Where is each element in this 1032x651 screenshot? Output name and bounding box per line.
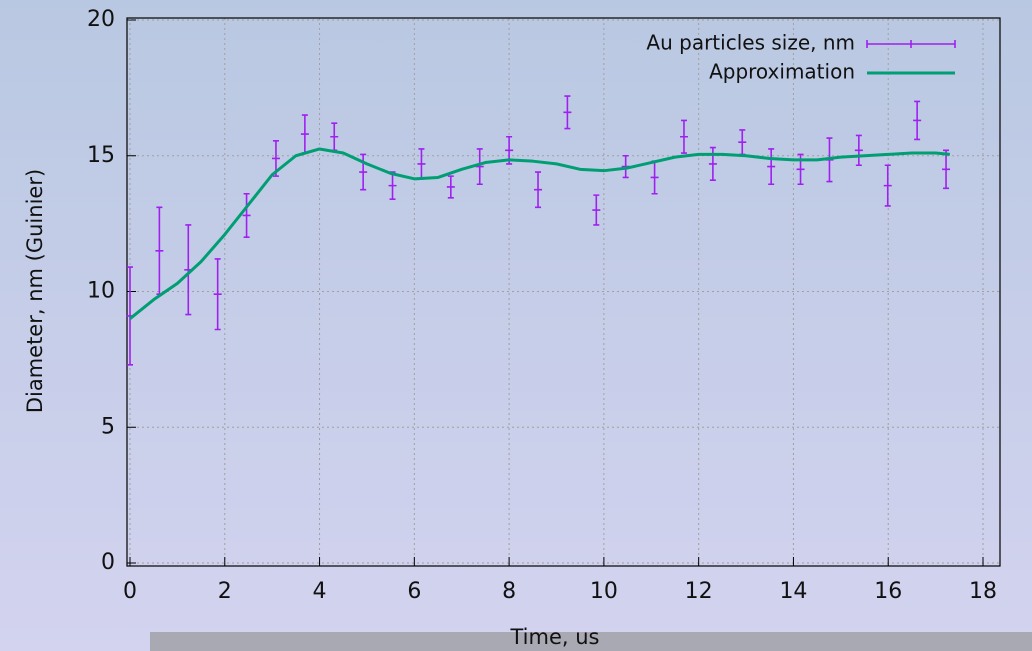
x-tick-label: 4	[313, 579, 327, 604]
error-bar	[155, 206, 164, 296]
error-bar	[271, 140, 280, 177]
legend-swatch	[866, 40, 956, 48]
error-bar	[592, 194, 601, 226]
y-tick-label: 15	[87, 143, 115, 168]
error-bar	[854, 134, 863, 167]
error-bar	[708, 146, 717, 181]
x-tick-label: 14	[779, 579, 807, 604]
x-axis-label: Time, us	[510, 625, 600, 649]
x-tick-label: 12	[685, 579, 713, 604]
error-bar	[796, 153, 805, 186]
y-tick-label: 20	[87, 7, 115, 32]
x-tick-label: 0	[123, 579, 137, 604]
error-bar	[942, 149, 951, 190]
x-tick-label: 18	[969, 579, 997, 604]
error-bar	[359, 153, 368, 191]
error-bar	[300, 114, 309, 154]
error-bar	[242, 192, 251, 238]
error-bar	[475, 148, 484, 186]
error-bar	[767, 148, 776, 186]
error-bar	[126, 266, 134, 366]
error-bar	[738, 129, 747, 156]
y-tick-label: 5	[101, 414, 115, 439]
error-bar	[913, 100, 922, 141]
error-bar	[621, 154, 630, 179]
fit-line	[129, 147, 950, 320]
legend-label: Approximation	[709, 60, 855, 84]
error-bar	[505, 135, 514, 165]
error-bar	[446, 175, 455, 199]
error-bar	[213, 258, 222, 331]
y-tick-label: 10	[87, 279, 115, 304]
y-axis-label: Diameter, nm (Guinier)	[23, 169, 47, 413]
error-bar	[534, 171, 543, 209]
error-bar	[679, 119, 688, 154]
error-bar	[330, 122, 339, 152]
plot-frame	[126, 17, 1001, 567]
x-tick-label: 6	[407, 579, 421, 604]
error-bar	[388, 171, 397, 200]
error-bar	[417, 148, 426, 180]
error-bar	[563, 95, 572, 130]
x-tick-label: 16	[874, 579, 902, 604]
x-tick-label: 10	[590, 579, 618, 604]
x-tick-label: 8	[502, 579, 516, 604]
error-bar	[883, 164, 892, 207]
y-tick-label: 0	[101, 550, 115, 575]
bottom-strip	[150, 632, 1032, 651]
legend-label: Au particles size, nm	[646, 31, 855, 55]
x-tick-label: 2	[218, 579, 232, 604]
error-bar	[184, 224, 193, 316]
